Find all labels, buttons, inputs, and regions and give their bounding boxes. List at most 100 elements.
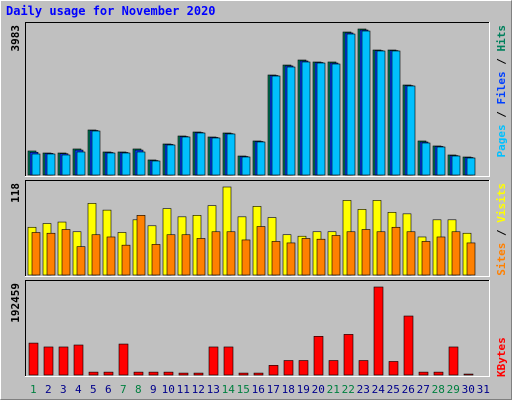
bar — [196, 238, 206, 276]
bar — [361, 30, 371, 176]
bar — [136, 151, 146, 176]
bar — [31, 232, 41, 276]
bar — [328, 360, 339, 376]
x-tick-label: 26 — [402, 383, 415, 396]
bar — [226, 231, 236, 276]
bar — [163, 371, 174, 376]
bar — [301, 238, 311, 276]
x-tick-label: 16 — [252, 383, 265, 396]
bar — [61, 229, 71, 276]
x-tick-label: 19 — [297, 383, 310, 396]
bar — [346, 33, 356, 176]
bar — [331, 235, 341, 276]
bar — [121, 244, 131, 276]
bar — [88, 371, 99, 376]
bar — [208, 346, 219, 376]
bar — [313, 336, 324, 376]
bar — [388, 361, 399, 376]
x-tick-label: 28 — [432, 383, 445, 396]
legend: Pages / Files / Hits — [495, 25, 508, 158]
bar — [343, 334, 354, 376]
legend-entry: KBytes — [495, 337, 508, 377]
bar — [46, 153, 56, 176]
bar — [46, 232, 56, 276]
legend-entry: Files — [495, 71, 508, 104]
x-tick-label: 10 — [162, 383, 175, 396]
x-tick-label: 7 — [120, 383, 127, 396]
bar — [451, 155, 461, 176]
bar — [436, 146, 446, 176]
bar — [316, 62, 326, 176]
x-tick-label: 1 — [30, 383, 37, 396]
bar — [256, 141, 266, 176]
legend-entry: Visits — [495, 183, 508, 223]
bar — [181, 136, 191, 176]
bar — [271, 241, 281, 276]
bar — [451, 231, 461, 276]
plot-area — [25, 280, 490, 377]
bar — [466, 242, 476, 276]
x-tick-label: 27 — [417, 383, 430, 396]
y-tick-label: 3983 — [9, 25, 22, 52]
bar — [286, 66, 296, 176]
bar — [133, 371, 144, 376]
bar — [73, 344, 84, 376]
bar — [301, 61, 311, 176]
legend-separator: / — [495, 52, 508, 72]
legend-entry: Sites — [495, 243, 508, 276]
bar — [91, 234, 101, 276]
bar — [193, 372, 204, 376]
x-tick-label: 25 — [387, 383, 400, 396]
bar — [271, 75, 281, 176]
plot-edge-dark — [25, 280, 490, 377]
bar — [61, 154, 71, 176]
bar — [31, 153, 41, 176]
x-tick-label: 5 — [90, 383, 97, 396]
x-tick-label: 31 — [477, 383, 490, 396]
bar — [376, 50, 386, 176]
bar — [241, 239, 251, 276]
bar — [358, 360, 369, 376]
bar — [121, 152, 131, 176]
bar — [283, 360, 294, 376]
y-tick-label: 192459 — [9, 283, 22, 323]
x-tick-label: 23 — [357, 383, 370, 396]
bar — [421, 241, 431, 276]
bar — [241, 156, 251, 176]
x-tick-label: 13 — [207, 383, 220, 396]
bar — [103, 371, 114, 376]
plot-edge-light — [25, 22, 490, 177]
x-tick-label: 29 — [447, 383, 460, 396]
bar — [253, 372, 264, 376]
x-tick-label: 24 — [372, 383, 386, 396]
chart-title: Daily usage for November 2020 — [6, 4, 216, 18]
legend: Sites / Visits — [495, 183, 508, 276]
bar — [361, 229, 371, 276]
x-tick-label: 2 — [45, 383, 52, 396]
bar — [421, 142, 431, 176]
x-tick-label: 18 — [282, 383, 295, 396]
x-tick-label: 14 — [222, 383, 236, 396]
x-tick-label: 8 — [135, 383, 142, 396]
bar — [106, 236, 116, 276]
bar — [331, 63, 341, 176]
bar — [466, 157, 476, 176]
bar — [136, 215, 146, 276]
bar — [223, 346, 234, 376]
plot-edge-light — [25, 180, 490, 277]
x-tick-label: 3 — [60, 383, 67, 396]
bar — [376, 231, 386, 276]
bar — [403, 315, 414, 376]
bar — [58, 346, 69, 376]
bar — [166, 144, 176, 176]
bar — [76, 151, 86, 176]
legend-separator: / — [495, 105, 508, 125]
bar — [298, 360, 309, 376]
x-tick-label: 6 — [105, 383, 112, 396]
x-tick-label: 11 — [177, 383, 190, 396]
bar — [181, 234, 191, 276]
x-tick-label: 17 — [267, 383, 280, 396]
legend-entry: Pages — [495, 124, 508, 157]
x-tick-label: 30 — [462, 383, 475, 396]
